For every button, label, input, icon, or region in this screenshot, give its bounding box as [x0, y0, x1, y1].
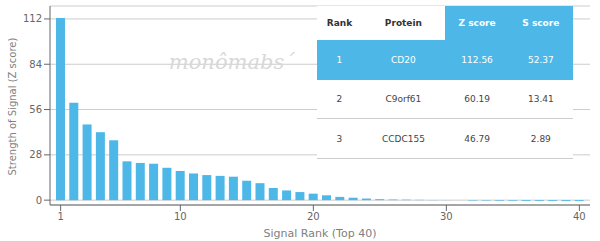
svg-text:30: 30: [440, 211, 453, 222]
html-text:S score: S score: [522, 17, 560, 28]
html-text:112.56: 112.56: [461, 54, 493, 65]
svg-text:40: 40: [573, 211, 586, 222]
svg-text:112: 112: [23, 13, 42, 24]
html-text:monômabs´: monômabs´: [168, 49, 295, 74]
svg-text:1: 1: [57, 211, 63, 222]
html-text:13.41: 13.41: [527, 94, 554, 104]
svg-text:28: 28: [29, 149, 42, 160]
svg-text:Strength of Signal (Z score): Strength of Signal (Z score): [8, 38, 18, 176]
html-text:1: 1: [336, 54, 343, 65]
html-text:2.89: 2.89: [530, 133, 551, 144]
html-text:46.79: 46.79: [464, 133, 490, 144]
html-text:CCDC155: CCDC155: [381, 133, 425, 144]
html-text:52.37: 52.37: [527, 54, 554, 65]
html-text:CD20: CD20: [391, 54, 416, 65]
svg-text:0: 0: [36, 195, 42, 206]
html-text:60.19: 60.19: [464, 94, 490, 104]
svg-text:56: 56: [29, 104, 42, 115]
html-text:3: 3: [336, 133, 343, 144]
html-text:Z score: Z score: [458, 17, 496, 28]
svg-text:20: 20: [307, 211, 320, 222]
html-text:Protein: Protein: [384, 17, 422, 28]
svg-text:84: 84: [29, 59, 42, 70]
html-text:Rank: Rank: [326, 17, 353, 28]
html-text:C9orf61: C9orf61: [385, 94, 422, 104]
svg-text:10: 10: [174, 211, 187, 222]
html-text:2: 2: [336, 94, 343, 104]
svg-text:Signal Rank (Top 40): Signal Rank (Top 40): [264, 227, 377, 240]
